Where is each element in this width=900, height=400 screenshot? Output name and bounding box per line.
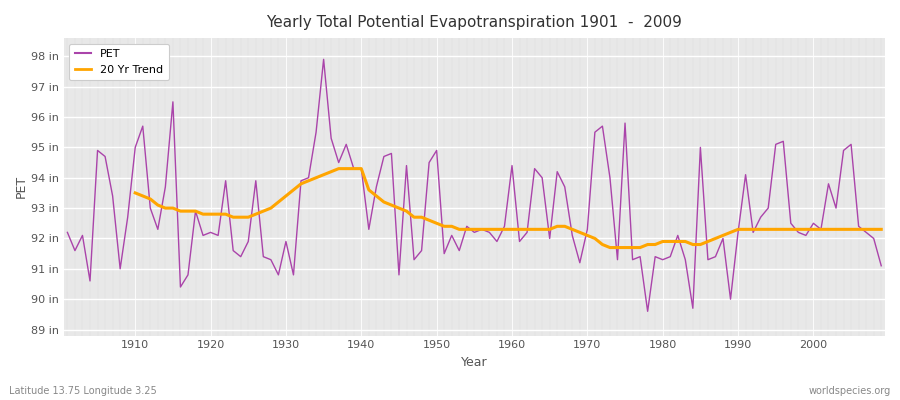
Y-axis label: PET: PET — [15, 175, 28, 198]
X-axis label: Year: Year — [461, 356, 488, 369]
Text: worldspecies.org: worldspecies.org — [809, 386, 891, 396]
Legend: PET, 20 Yr Trend: PET, 20 Yr Trend — [69, 44, 169, 80]
Title: Yearly Total Potential Evapotranspiration 1901  -  2009: Yearly Total Potential Evapotranspiratio… — [266, 15, 682, 30]
Text: Latitude 13.75 Longitude 3.25: Latitude 13.75 Longitude 3.25 — [9, 386, 157, 396]
